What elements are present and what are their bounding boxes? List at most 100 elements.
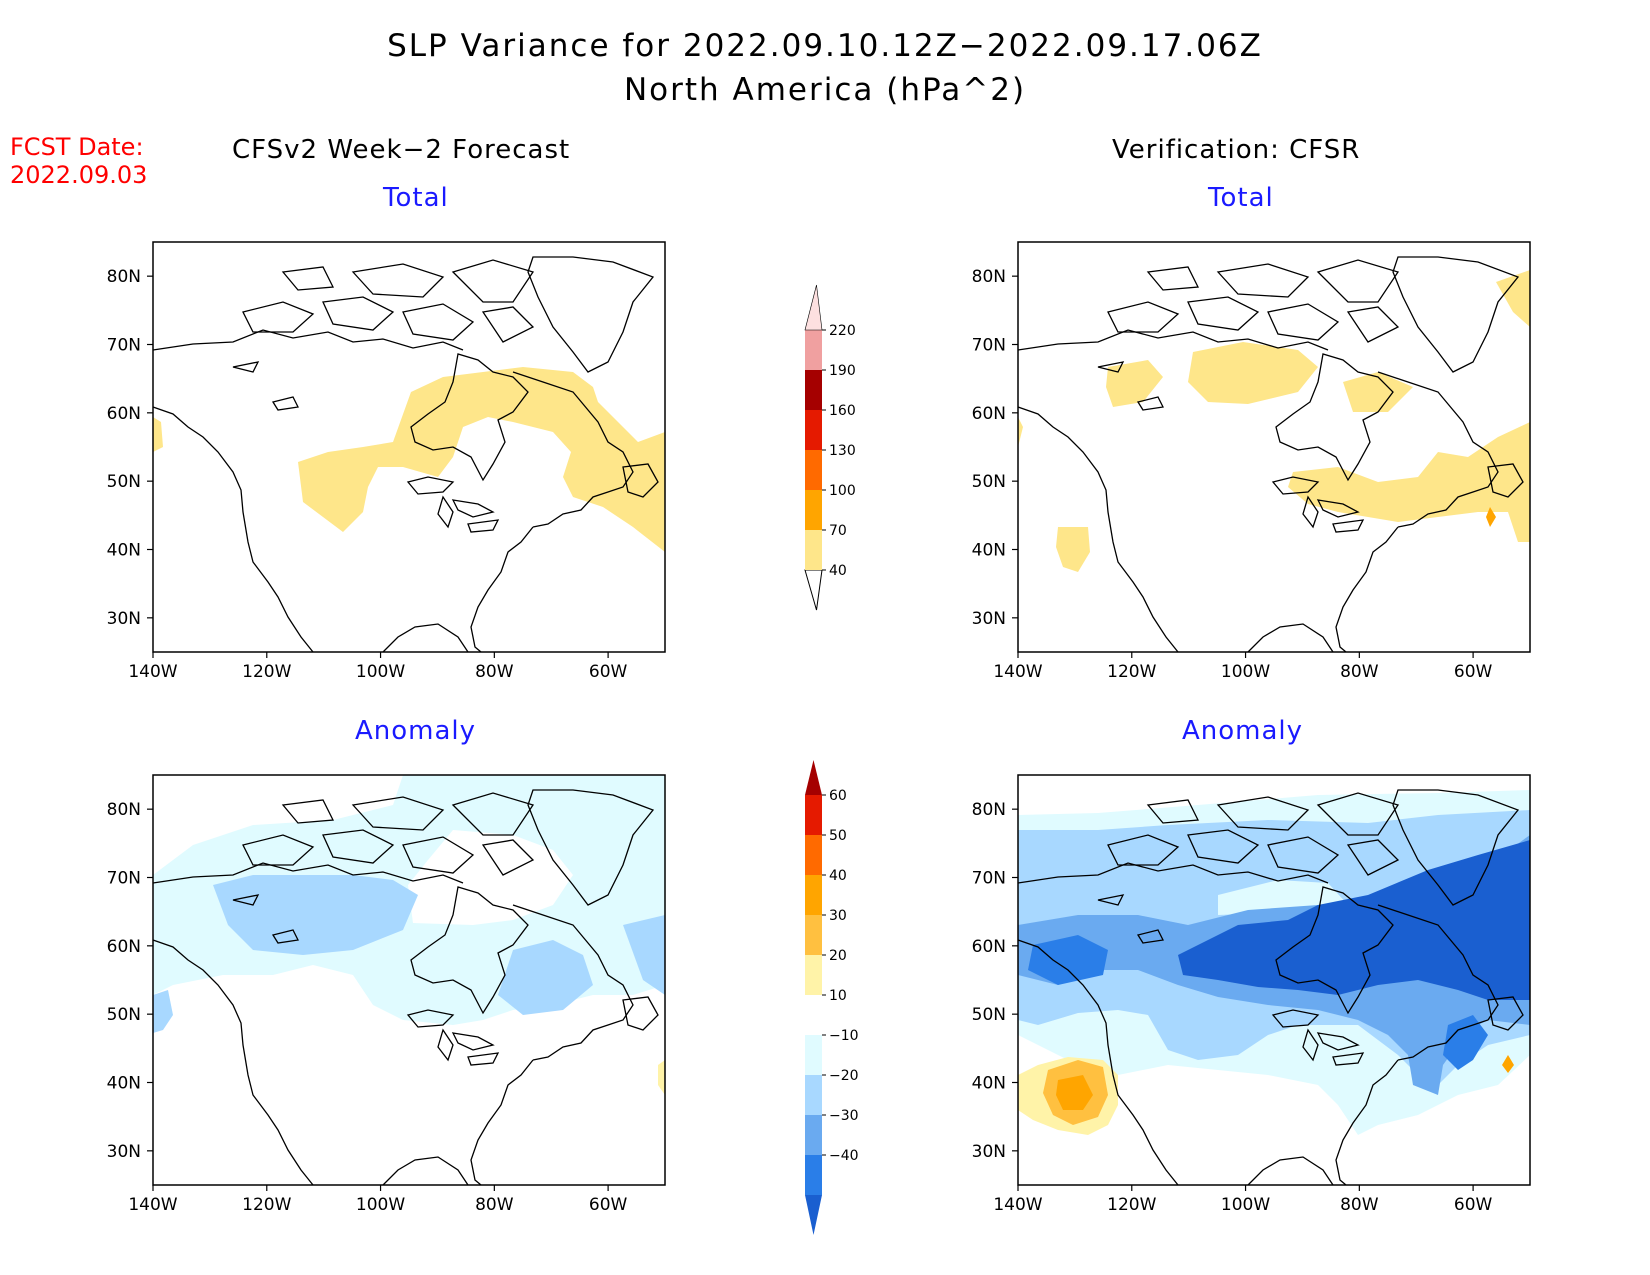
forecast-total-title: Total <box>383 183 449 213</box>
lat-tick-label: 70N <box>972 869 1006 889</box>
colorbar-total-label: 220 <box>829 323 856 339</box>
lon-tick-label: 120W <box>1107 1195 1156 1215</box>
lon-tick-label: 140W <box>128 1195 177 1215</box>
lat-tick-label: 80N <box>972 267 1006 287</box>
verification-column-header: Verification: CFSR <box>1112 135 1361 165</box>
colorbar-total-bottom-extension <box>804 569 823 611</box>
lon-tick-label: 100W <box>356 1195 405 1215</box>
shaded-region-10-20 <box>658 1060 665 1095</box>
colorbar-anomaly-label: 20 <box>829 948 847 964</box>
colorbar-anomaly-swatch <box>805 995 822 1035</box>
colorbar-anomaly-label: −30 <box>829 1108 859 1124</box>
lon-tick-label: 140W <box>993 662 1042 682</box>
lat-tick-label: 70N <box>107 336 141 356</box>
lat-tick-label: 40N <box>972 1074 1006 1094</box>
lon-tick-label: 80W <box>475 1195 514 1215</box>
verification-total-title: Total <box>1208 183 1274 213</box>
shaded-region-minus20-minus30 <box>498 940 593 1015</box>
colorbar-anomaly-swatch <box>805 1115 822 1155</box>
fcst-date-value: 2022.09.03 <box>10 161 148 189</box>
colorbar-anomaly-label: −40 <box>829 1148 859 1164</box>
lat-tick-label: 30N <box>972 609 1006 629</box>
colorbar-total-label: 130 <box>829 443 856 459</box>
colorbar-anomaly-top-extension <box>805 760 822 795</box>
colorbar-total-label: 70 <box>829 523 847 539</box>
colorbar-total-label: 100 <box>829 483 856 499</box>
shaded-region-minus20-minus30 <box>623 915 665 995</box>
colorbar-anomaly-swatch <box>805 1035 822 1075</box>
lon-tick-label: 100W <box>1221 1195 1270 1215</box>
lat-tick-label: 80N <box>972 800 1006 820</box>
colorbar-anomaly-label: −10 <box>829 1028 859 1044</box>
lat-tick-label: 30N <box>972 1142 1006 1162</box>
colorbar-anomaly-label: 50 <box>829 828 847 844</box>
lon-tick-label: 60W <box>1454 662 1493 682</box>
fcst-date-label: FCST Date: <box>10 133 144 161</box>
lat-tick-label: 30N <box>107 1142 141 1162</box>
lat-tick-label: 40N <box>972 541 1006 561</box>
colorbar-anomaly-swatch <box>805 795 822 835</box>
colorbar-anomaly-swatch <box>805 955 822 995</box>
lon-tick-label: 60W <box>1454 1195 1493 1215</box>
colorbar-anomaly: 60 50 40 30 20 10 −10 −20 −30 −40 <box>805 760 859 1235</box>
lat-tick-label: 30N <box>107 609 141 629</box>
shaded-region-below-minus40 <box>1028 935 1108 985</box>
shaded-region-30-40 <box>1502 1055 1514 1073</box>
lon-tick-label: 80W <box>1340 662 1379 682</box>
lon-tick-label: 100W <box>1221 662 1270 682</box>
shaded-region-minus20-minus30 <box>153 990 173 1033</box>
verification-anomaly-map <box>1017 774 1531 1186</box>
colorbar-anomaly-swatch <box>805 915 822 955</box>
lat-tick-label: 40N <box>107 1074 141 1094</box>
colorbar-anomaly-label: −20 <box>829 1068 859 1084</box>
shaded-region-40-70 <box>1106 360 1163 407</box>
shaded-region-40-70 <box>1496 270 1530 327</box>
lat-tick-label: 80N <box>107 800 141 820</box>
colorbar-anomaly-swatch <box>805 1155 822 1195</box>
lon-tick-label: 120W <box>242 662 291 682</box>
shaded-region-40-70 <box>1343 372 1413 412</box>
forecast-column-header: CFSv2 Week−2 Forecast <box>232 135 571 165</box>
axis-labels: 80N 70N 60N 50N 40N 30N 140W 120W 100W 80W 60W 80N 7… <box>107 267 1493 1215</box>
lon-tick-label: 120W <box>242 1195 291 1215</box>
shaded-region-30-40 <box>1056 1075 1093 1110</box>
lon-tick-label: 80W <box>475 662 514 682</box>
colorbar-total-swatch <box>805 330 822 370</box>
colorbar-total: 40 70 100 130 160 190 220 <box>804 284 856 611</box>
lat-tick-label: 60N <box>107 937 141 957</box>
colorbar-anomaly-label: 60 <box>829 788 847 804</box>
colorbar-total-top-extension <box>804 284 823 331</box>
lat-tick-label: 60N <box>972 404 1006 424</box>
lat-tick-label: 80N <box>107 267 141 287</box>
colorbar-anomaly-label: 40 <box>829 868 847 884</box>
colorbar-total-swatch <box>805 370 822 410</box>
forecast-anomaly-title: Anomaly <box>355 716 477 746</box>
main-subtitle: North America (hPa^2) <box>623 72 1027 108</box>
forecast-total-map <box>152 241 666 653</box>
shaded-region-40-70 <box>1018 417 1023 447</box>
colorbar-anomaly-swatch <box>805 835 822 875</box>
colorbar-total-swatch <box>805 530 822 570</box>
lon-tick-label: 120W <box>1107 662 1156 682</box>
shaded-region-below-minus40 <box>1443 1015 1488 1070</box>
lat-tick-label: 50N <box>107 1005 141 1025</box>
shaded-region-40-70 <box>153 417 163 452</box>
colorbar-anomaly-label: 30 <box>829 908 847 924</box>
lat-tick-label: 50N <box>972 472 1006 492</box>
lat-tick-label: 60N <box>107 404 141 424</box>
lon-tick-label: 80W <box>1340 1195 1379 1215</box>
shaded-region-minus20-minus30 <box>213 875 418 955</box>
verification-anomaly-title: Anomaly <box>1182 716 1304 746</box>
colorbar-total-swatch <box>805 490 822 530</box>
lat-tick-label: 70N <box>972 336 1006 356</box>
main-title: SLP Variance for 2022.09.10.12Z−2022.09.… <box>387 28 1263 64</box>
lat-tick-label: 70N <box>107 869 141 889</box>
colorbar-total-swatch <box>805 450 822 490</box>
colorbar-anomaly-bottom-extension <box>805 1195 822 1235</box>
shaded-region-70-100 <box>1486 507 1496 527</box>
colorbar-total-label: 160 <box>829 403 856 419</box>
shaded-region-40-70 <box>1188 342 1318 404</box>
forecast-anomaly-map <box>152 774 666 1186</box>
lat-tick-label: 60N <box>972 937 1006 957</box>
